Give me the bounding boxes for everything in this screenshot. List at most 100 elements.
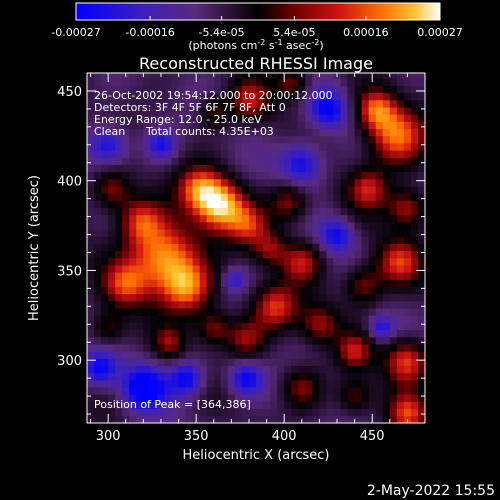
heatmap-cell [326,85,334,94]
heatmap-cell [277,200,285,209]
heatmap-cell [129,365,137,374]
heatmap-cell [178,92,186,101]
heatmap-cell [291,344,299,352]
heatmap-cell [256,279,264,287]
heatmap-cell [403,243,412,252]
heatmap-cell [389,293,398,302]
heatmap-cell [340,336,348,345]
heatmap-cell [206,229,215,237]
heatmap-cell [389,200,398,209]
heatmap-cell [382,336,391,345]
heatmap-cell [199,178,208,187]
heatmap-cell [248,379,257,388]
heatmap-cell [368,229,377,237]
heatmap-cell [368,401,377,410]
heatmap-cell [206,379,215,388]
heatmap-cell [312,99,320,108]
heatmap-cell [206,358,215,366]
heatmap-cell [206,401,215,410]
heatmap-cell [354,207,363,216]
heatmap-cell [347,351,355,359]
heatmap-cell [248,272,257,280]
heatmap-cell [178,372,186,381]
heatmap-cell [164,243,172,252]
heatmap-cell [213,272,222,280]
heatmap-cell [417,143,425,151]
heatmap-cell [248,200,257,209]
heatmap-cell [234,107,243,115]
heatmap-cell [354,358,363,366]
heatmap-cell [206,243,215,252]
heatmap-cell [164,351,172,359]
heatmap-cell [248,293,257,302]
heatmap-cell [417,73,425,79]
heatmap-cell [213,135,222,144]
heatmap-cell [298,336,306,345]
heatmap-cell [150,186,158,194]
heatmap-cell [270,193,278,201]
heatmap-cell [368,157,377,165]
heatmap-cell [291,214,299,223]
heatmap-cell [185,207,194,216]
heatmap-cell [94,279,102,287]
heatmap-cell [143,279,151,287]
heatmap-cell [256,300,264,309]
heatmap-cell [277,351,285,359]
heatmap-cell [368,99,377,108]
heatmap-cell [213,351,222,359]
colorbar-ticks: -0.00027 -0.00016 -5.4e-05 5.4e-05 0.00016 0.… [51,16,463,39]
heatmap-cell [256,135,264,144]
heatmap-cell [199,286,208,295]
heatmap-cell [164,415,172,423]
heatmap-cell [157,336,165,345]
chart-title: Reconstructed RHESSI Image [139,54,373,73]
heatmap-cell [150,178,158,187]
heatmap-cell [263,128,271,137]
heatmap-cell [375,78,384,86]
heatmap-cell [115,143,123,151]
heatmap-cell [347,293,355,302]
heatmap-cell [192,243,201,252]
heatmap-cell [368,121,377,130]
heatmap-cell [396,200,405,209]
heatmap-cell [263,286,271,295]
heatmap-cell [101,372,109,381]
heatmap-cell [87,408,95,417]
heatmap-cell [192,408,201,417]
heatmap-cell [157,107,165,115]
heatmap-cell [291,73,299,79]
heatmap-cell [101,193,109,201]
heatmap-cell [206,300,215,309]
heatmap-cell [87,293,95,302]
heatmap-cell [354,322,363,331]
heatmap-cell [171,178,179,187]
heatmap-cell [143,85,151,94]
heatmap-cell [263,207,271,216]
heatmap-cell [375,193,384,201]
heatmap-cell [382,200,391,209]
heatmap-cell [227,128,236,137]
heatmap-cell [206,207,215,216]
heatmap-cell [263,401,271,410]
heatmap-cell [171,214,179,223]
heatmap-cell [87,279,95,287]
heatmap-cell [277,92,285,101]
heatmap-cell [284,92,292,101]
heatmap-cell [171,92,179,101]
heatmap-cell [270,178,278,187]
heatmap-cell [87,207,95,216]
heatmap-cell [389,207,398,216]
heatmap-cell [248,358,257,366]
heatmap-cell [382,214,391,223]
heatmap-cell [277,171,285,180]
heatmap-cell [354,99,363,108]
heatmap-cell [220,415,229,423]
heatmap-cell [354,135,363,144]
heatmap-cell [340,257,348,266]
heatmap-cell [164,236,172,244]
heatmap-cell [347,415,355,423]
heatmap-cell [150,243,158,252]
heatmap-cell [185,379,194,388]
heatmap-cell [136,157,144,165]
heatmap-cell [263,257,271,266]
